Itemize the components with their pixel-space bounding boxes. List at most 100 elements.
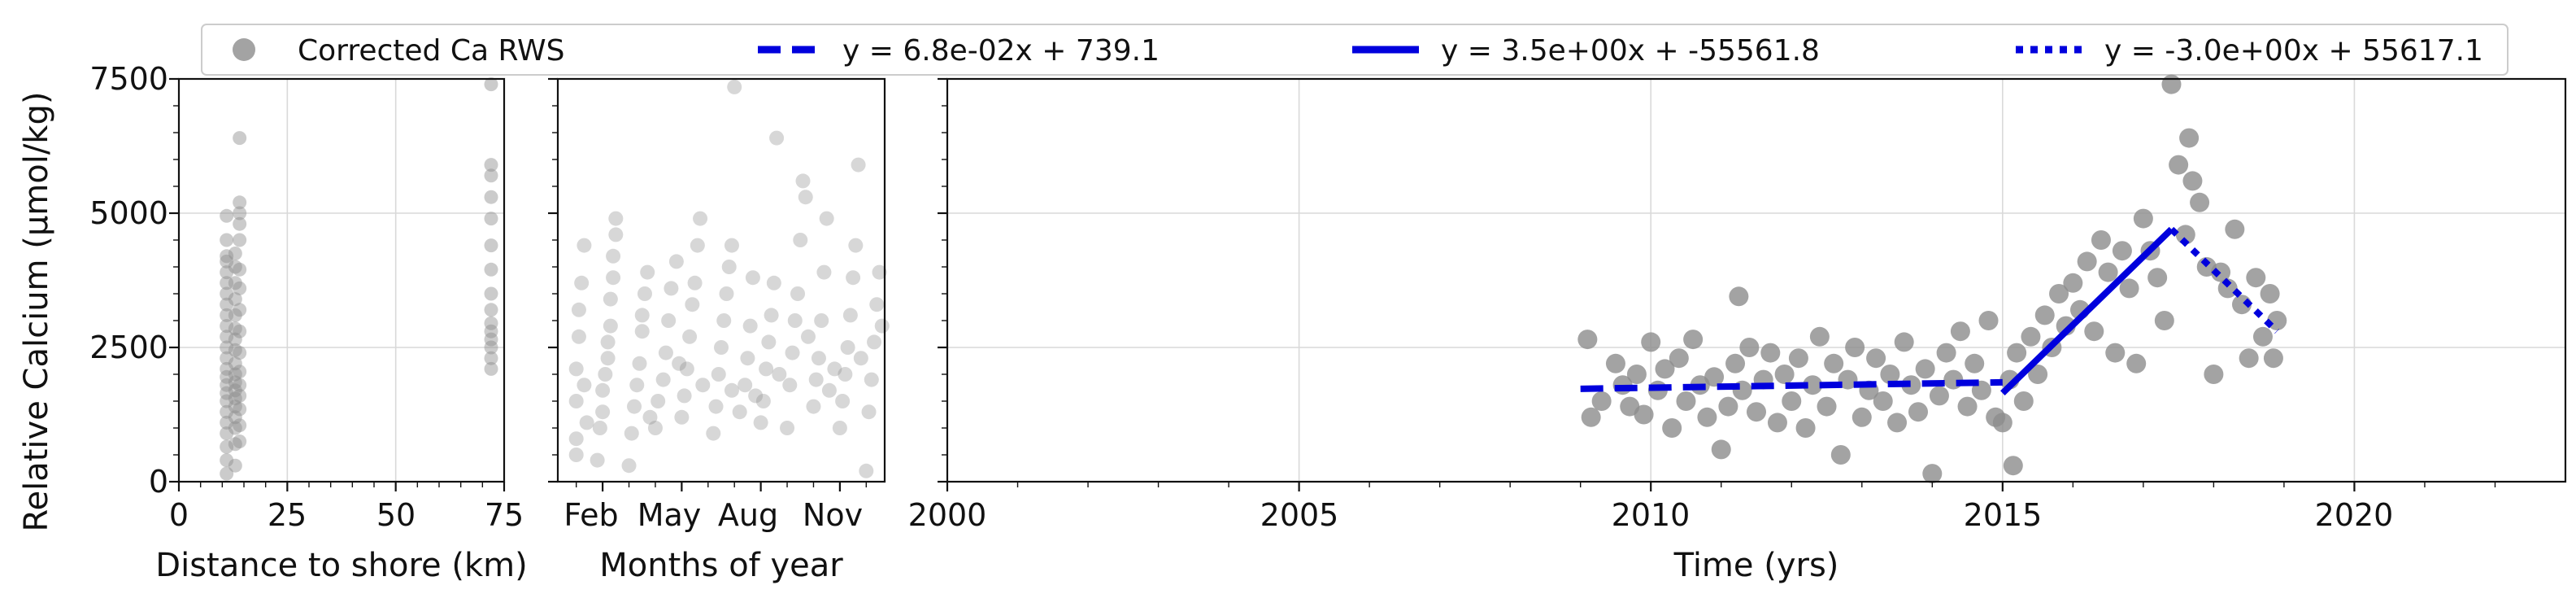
data-point — [2161, 74, 2182, 94]
data-point — [766, 275, 781, 290]
data-point — [233, 233, 247, 247]
data-point — [220, 319, 234, 334]
data-point — [2098, 262, 2118, 282]
data-point — [484, 303, 498, 317]
data-point — [484, 351, 498, 365]
data-point — [1711, 439, 1731, 460]
data-point — [228, 321, 242, 336]
data-point — [706, 426, 721, 441]
data-point — [711, 367, 726, 382]
data-point — [1605, 353, 1625, 373]
data-point — [811, 351, 826, 366]
x-tick-label: May — [637, 497, 702, 533]
data-point — [795, 173, 811, 189]
data-point — [714, 340, 729, 355]
month-panel-points — [568, 79, 890, 478]
data-point — [1669, 348, 1689, 369]
data-point — [1965, 353, 1985, 373]
data-point — [2225, 219, 2245, 239]
month-panel: Feb May Aug Nov Months of year — [548, 77, 890, 584]
data-point — [848, 238, 864, 253]
data-point — [574, 275, 590, 290]
fit-line-3 — [2169, 226, 2280, 334]
data-point — [1978, 311, 1999, 330]
distance-x-axis-label: Distance to shore (km) — [155, 547, 527, 584]
data-point — [827, 361, 842, 377]
data-point — [1838, 369, 1858, 390]
data-point — [220, 351, 234, 365]
data-point — [2211, 262, 2231, 282]
x-tick-label: 2010 — [1612, 497, 1690, 533]
data-point — [2021, 326, 2041, 347]
data-point — [220, 369, 234, 384]
data-point — [1739, 338, 1760, 357]
data-point — [220, 378, 234, 392]
data-point — [228, 437, 242, 452]
data-point — [577, 378, 592, 393]
data-point — [233, 216, 247, 231]
data-point — [603, 291, 618, 307]
data-point — [640, 264, 655, 280]
data-point — [568, 431, 584, 447]
data-point — [233, 402, 247, 417]
distance-panel-ticks — [169, 77, 506, 491]
data-point — [220, 233, 234, 247]
data-point — [233, 418, 247, 433]
data-point — [1915, 359, 1935, 379]
data-point — [814, 313, 829, 328]
x-tick-label: 50 — [376, 497, 416, 533]
data-point — [2112, 241, 2132, 261]
data-point — [220, 361, 234, 376]
data-point — [790, 286, 806, 301]
data-point — [1817, 396, 1837, 417]
data-point — [220, 466, 234, 481]
data-point — [2084, 321, 2104, 342]
data-point — [228, 421, 242, 435]
data-point — [748, 388, 764, 404]
data-point — [1683, 330, 1704, 350]
data-point — [579, 415, 594, 430]
data-point — [220, 249, 234, 264]
data-point — [2126, 353, 2147, 373]
data-point — [1852, 407, 1872, 427]
data-point — [695, 378, 711, 393]
legend-fit2-label: y = 3.5e+00x + -55561.8 — [1441, 34, 1820, 68]
data-point — [220, 394, 234, 408]
data-point — [2204, 365, 2224, 384]
data-point — [220, 386, 234, 400]
data-point — [484, 212, 498, 226]
data-point — [629, 378, 645, 393]
data-point — [785, 345, 800, 360]
data-point — [861, 404, 877, 420]
data-point — [682, 329, 698, 344]
data-point — [220, 265, 234, 280]
data-point — [1641, 332, 1661, 352]
data-point — [2263, 348, 2283, 369]
data-point — [859, 463, 874, 478]
x-tick-label: 2020 — [2315, 497, 2394, 533]
data-point — [233, 365, 247, 379]
fit-line-1 — [1580, 378, 2003, 392]
data-point — [674, 409, 690, 425]
data-point — [568, 448, 584, 462]
data-point — [2003, 456, 2023, 476]
data-point — [1887, 413, 1908, 433]
data-point — [661, 313, 677, 328]
data-point — [1873, 391, 1893, 411]
data-point — [651, 394, 666, 408]
time-panel: 2000 2005 2010 2015 2020 Time (yrs) — [908, 74, 2567, 584]
data-point — [600, 351, 616, 366]
data-point — [2190, 192, 2210, 212]
data-point — [1718, 396, 1738, 417]
data-point — [687, 275, 703, 290]
y-tick-label: 5000 — [89, 195, 168, 231]
data-point — [571, 302, 586, 317]
data-point — [1747, 402, 1766, 422]
distance-panel-frame — [177, 77, 506, 483]
legend-fit1-label: y = 6.8e-02x + 739.1 — [842, 34, 1160, 68]
data-point — [484, 168, 498, 183]
data-point — [1922, 464, 1943, 484]
data-point — [2239, 348, 2259, 369]
data-point — [621, 458, 637, 474]
